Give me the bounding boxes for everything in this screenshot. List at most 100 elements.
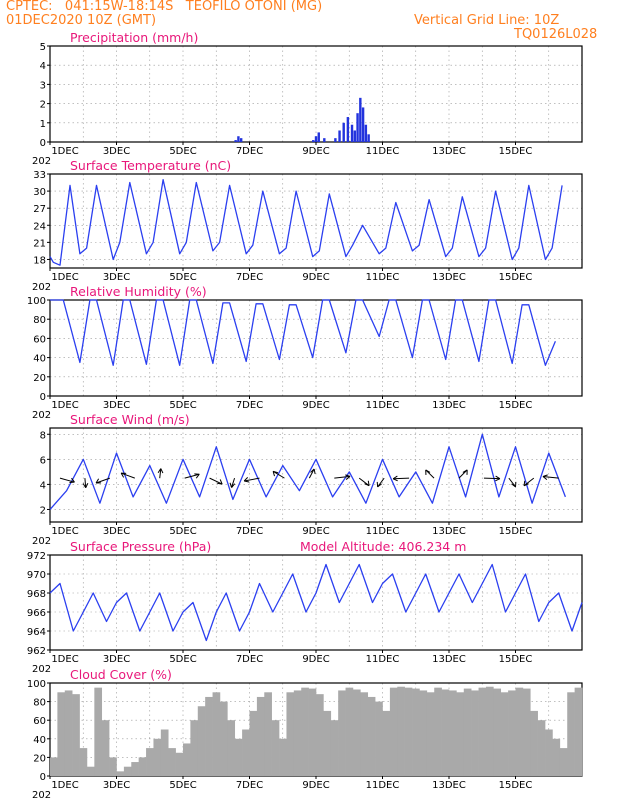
cloud-bar [197, 706, 206, 776]
x-tick-label: 3DEC [103, 654, 130, 665]
y-tick-label: 33 [33, 170, 46, 181]
cloud-bar [138, 757, 147, 776]
wind-arrow-icon [231, 477, 236, 488]
wind-arrow-head [219, 479, 223, 485]
x-tick-label: 9DEC [302, 272, 329, 283]
cloud-bar [86, 766, 95, 776]
x-tick-label: 5DEC [169, 654, 196, 665]
x-tick-label: 13DEC [432, 146, 466, 157]
wind-arrow-icon [159, 468, 162, 479]
x-tick-label: 11DEC [366, 400, 400, 411]
wind-arrow-head [272, 470, 279, 474]
wind-arrow-icon [209, 477, 223, 485]
cloud-bar [456, 692, 465, 776]
y-tick-label: 0 [40, 138, 46, 149]
cloud-bar [382, 710, 391, 776]
series-line [49, 563, 583, 642]
x-tick-label: 3DEC [103, 400, 130, 411]
x-tick-label: 1DEC [51, 780, 78, 791]
cloud-bar [190, 720, 199, 776]
cloud-bar [478, 687, 487, 776]
cloud-bar [271, 720, 280, 776]
product-code: TQ0126L028 [514, 27, 598, 42]
series-line [49, 433, 567, 510]
x-tick-label: 9DEC [302, 146, 329, 157]
x-tick-label: 7DEC [236, 272, 263, 283]
cloud-bar [426, 692, 435, 776]
y-tick-label: 972 [27, 551, 46, 562]
wind-arrow-icon [308, 468, 315, 479]
wind-arrow-head [425, 469, 431, 473]
cloud-bar [227, 720, 236, 776]
cloud-bar [101, 720, 110, 776]
cloud-bar [574, 687, 583, 776]
x-tick-label: 3DEC [103, 780, 130, 791]
wind-arrow-head [542, 476, 548, 480]
cloud-bar [146, 748, 154, 776]
y-tick-label: 8 [40, 430, 46, 441]
wind-arrow-head [523, 483, 529, 487]
y-tick-label: 962 [27, 646, 46, 657]
cloud-bar [389, 687, 398, 776]
y-tick-label: 3 [40, 80, 46, 91]
wind-arrow-icon [483, 477, 500, 480]
precip-bar [334, 138, 337, 142]
cloud-bar [449, 690, 457, 776]
cloud-bar [375, 701, 383, 776]
wind-arrow-head [462, 469, 468, 473]
x-tick-label: 9DEC [302, 780, 329, 791]
wind-arrow-head [367, 480, 370, 486]
x-year-fragment: 202 [32, 664, 51, 675]
wind-arrow-head [377, 483, 382, 488]
wind-arrow-head [244, 480, 250, 483]
cloud-bar [153, 738, 162, 776]
wind-arrow-head [392, 475, 398, 480]
cloud-bar [567, 692, 575, 776]
y-tick-label: 0 [40, 392, 46, 403]
cloud-bar [412, 688, 420, 776]
wind-arrow-head [345, 476, 351, 480]
y-tick-label: 20 [33, 373, 46, 384]
x-tick-label: 5DEC [169, 526, 196, 537]
cloud-bar [308, 688, 317, 776]
wind-arrow-head [157, 468, 162, 474]
cloud-bar [316, 694, 324, 776]
x-year-fragment: 202 [32, 790, 51, 800]
x-tick-label: 7DEC [236, 400, 263, 411]
x-year-fragment: 202 [32, 410, 51, 421]
wind-arrow-icon [120, 472, 135, 479]
x-tick-label: 5DEC [169, 780, 196, 791]
x-tick-label: 11DEC [366, 146, 400, 157]
wind-arrow-head [82, 483, 87, 488]
wind-arrow-head [313, 468, 316, 474]
x-tick-label: 5DEC [169, 272, 196, 283]
precip-bar [364, 124, 368, 142]
wind-arrow-icon [393, 477, 410, 480]
y-tick-label: 0 [40, 772, 46, 783]
precip-bar [317, 132, 320, 142]
wind-arrow-icon [59, 477, 75, 483]
y-tick-label: 60 [33, 334, 46, 345]
x-tick-label: 1DEC [51, 654, 78, 665]
precip-bar [237, 136, 240, 142]
y-tick-label: 1 [40, 119, 46, 130]
x-tick-label: 1DEC [51, 272, 78, 283]
cloud-bar [249, 710, 258, 776]
x-tick-label: 7DEC [236, 780, 263, 791]
x-tick-label: 1DEC [51, 400, 78, 411]
cloud-bar [301, 687, 309, 776]
cloud-bar [79, 748, 88, 776]
x-tick-label: 13DEC [432, 272, 466, 283]
cloud-bar [168, 748, 176, 776]
wind-arrow-icon [358, 477, 370, 487]
precip-bar [314, 136, 318, 142]
cloud-bar [183, 743, 191, 776]
cloud-bar [367, 696, 376, 776]
cloud-bar [323, 710, 332, 776]
panel-annotation: Model Altitude: 406.234 m [300, 539, 466, 554]
cloud-bar [109, 757, 117, 776]
precip-bar [361, 107, 365, 142]
cloud-bar [175, 752, 184, 776]
panel-title: Surface Pressure (hPa) [70, 539, 211, 554]
